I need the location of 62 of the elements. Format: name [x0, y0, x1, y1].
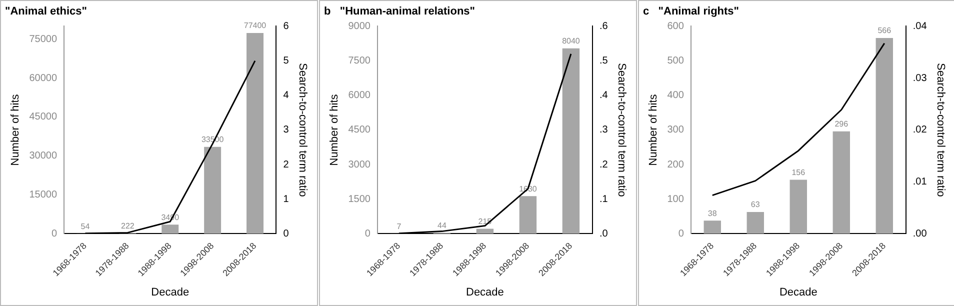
y-tick-label: 200: [667, 159, 684, 170]
y2-tick-label: 4: [283, 90, 290, 102]
y2-tick-label: .0: [599, 228, 608, 240]
data-label: 54: [80, 222, 90, 231]
y2-tick-label: .1: [599, 194, 608, 205]
y2-tick-label: 5: [283, 56, 290, 67]
x-axis-title: Decade: [779, 286, 818, 298]
y2-tick-label: .04: [912, 20, 928, 32]
y-tick-label: 6000: [348, 90, 371, 102]
y-tick-label: 600: [667, 20, 684, 32]
y-tick-label: 0: [364, 228, 371, 240]
x-axis-title: Decade: [466, 286, 504, 298]
y2-axis-title: Search-to-control term ratio: [296, 63, 308, 197]
y-axis-title: Number of hits: [328, 94, 341, 166]
y-tick-label: 300: [667, 124, 684, 136]
y2-tick-label: .03: [912, 72, 928, 84]
chart-title: "Animal ethics": [5, 6, 87, 18]
y2-tick-label: 1: [283, 194, 290, 205]
data-label: 38: [708, 208, 718, 218]
chart-title: c "Animal rights": [643, 6, 740, 18]
y2-tick-label: .4: [599, 90, 608, 102]
y-tick-label: 4500: [348, 124, 371, 136]
data-label: 77400: [244, 21, 267, 30]
y-tick-label: 9000: [348, 20, 371, 32]
y-tick-label: 7500: [348, 56, 371, 67]
y2-tick-label: 2: [283, 159, 290, 170]
data-label: 8040: [562, 36, 580, 46]
y2-tick-label: 0: [283, 228, 290, 240]
y2-axis-title: Search-to-control term ratio: [934, 63, 946, 197]
x-axis-title: Decade: [151, 286, 190, 298]
y-axis-title: Number of hits: [648, 94, 660, 166]
chart-title: b "Human-animal relations": [324, 6, 476, 18]
y-tick-label: 0: [678, 228, 684, 240]
y2-tick-label: .01: [912, 176, 928, 188]
y-tick-label: 500: [667, 56, 684, 67]
y2-axis-title: Search-to-control term ratio: [615, 63, 628, 197]
y-tick-label: 1500: [348, 194, 371, 205]
data-label: 156: [792, 168, 806, 177]
y-tick-label: 3000: [348, 159, 371, 170]
y-tick-label: 100: [667, 194, 684, 205]
y2-tick-label: .5: [599, 56, 608, 67]
y-tick-label: 30000: [29, 150, 58, 162]
y-tick-label: 60000: [29, 72, 58, 84]
y-tick-label: 0: [51, 228, 58, 240]
data-label: 63: [750, 200, 760, 210]
data-label: 44: [437, 220, 447, 230]
y2-tick-label: 6: [283, 20, 290, 32]
y-tick-label: 15000: [29, 190, 58, 201]
y2-tick-label: 3: [283, 124, 290, 136]
y2-tick-label: .3: [599, 124, 608, 136]
y-tick-label: 45000: [29, 112, 58, 123]
y-axis-title: Number of hits: [10, 94, 22, 166]
data-label: 566: [878, 26, 892, 36]
y2-tick-label: .00: [912, 228, 928, 240]
y-tick-label: 400: [667, 90, 684, 102]
data-label: 222: [120, 221, 135, 230]
data-label: 296: [834, 120, 849, 129]
y2-tick-label: .2: [599, 159, 608, 170]
y2-tick-label: .6: [599, 20, 608, 32]
data-label: 7: [396, 222, 402, 231]
y-tick-label: 75000: [29, 34, 58, 45]
y2-tick-label: .02: [912, 124, 928, 136]
